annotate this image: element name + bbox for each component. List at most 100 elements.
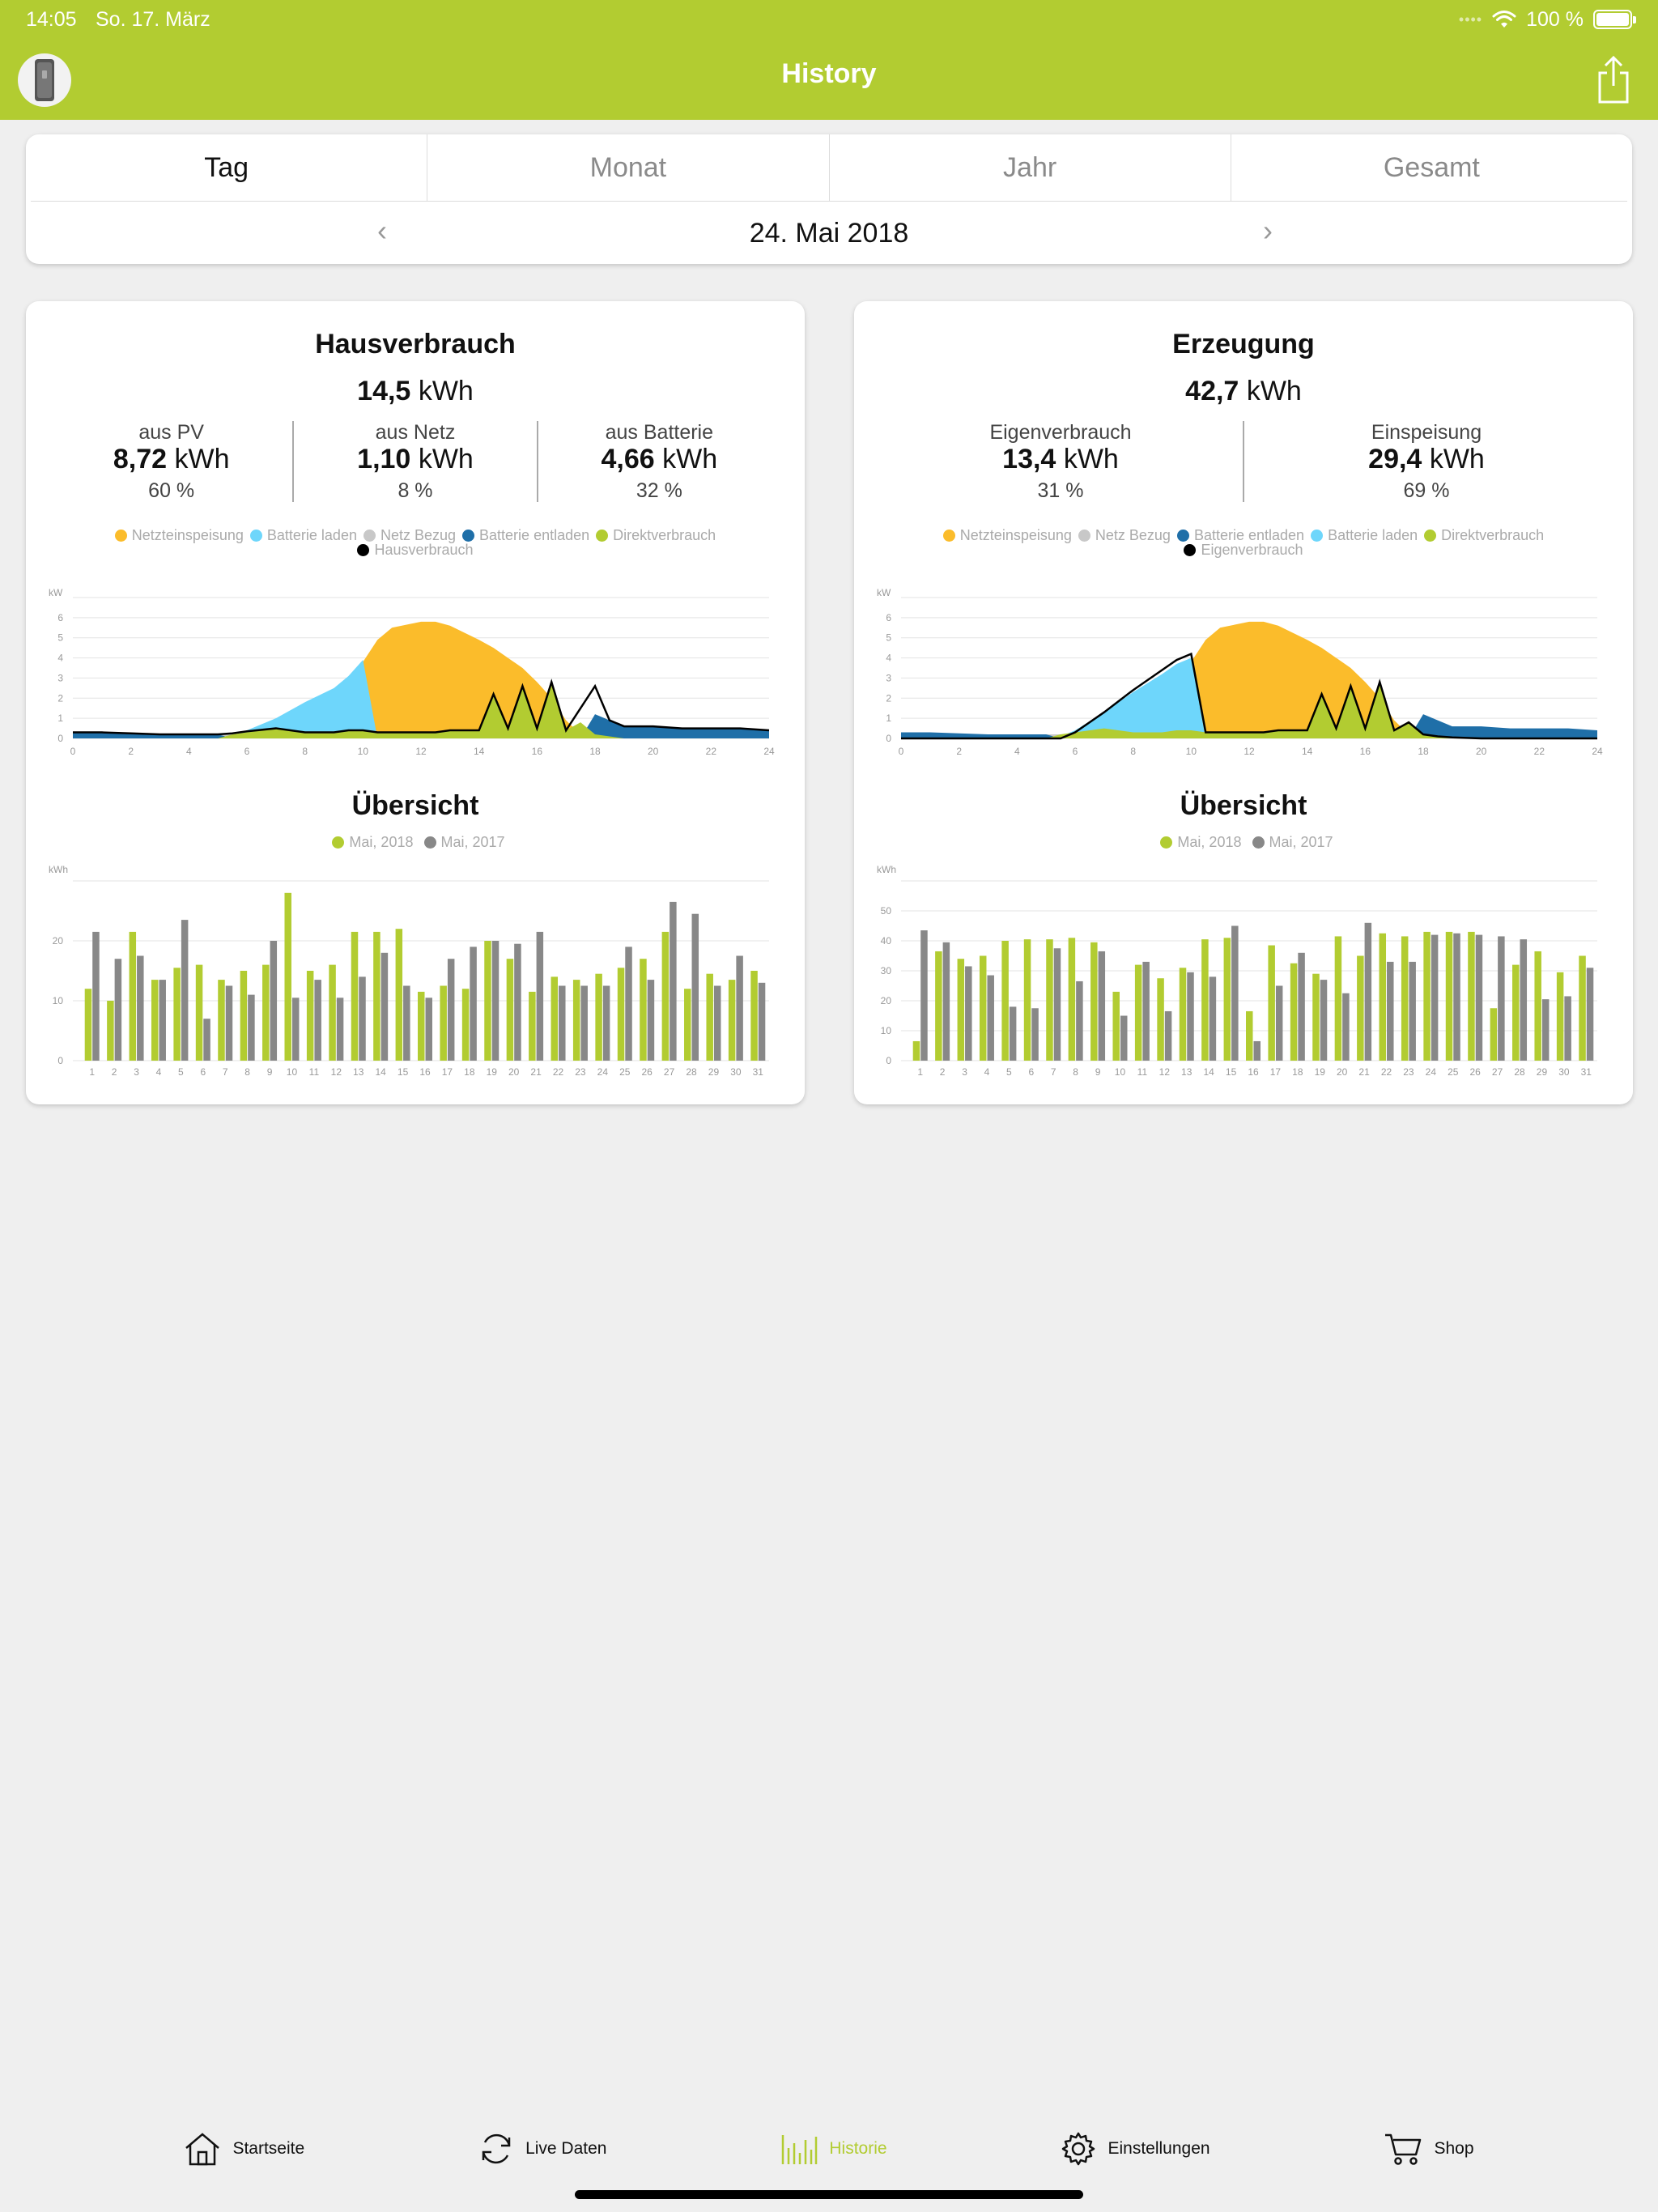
legend-dot [1078, 530, 1090, 542]
stat-label: aus Netz [375, 421, 456, 444]
legend-item[interactable]: Direktverbrauch [1424, 528, 1544, 542]
series-area-netzteinspeisung [901, 621, 1597, 738]
stat-percent: 31 % [1037, 479, 1084, 502]
stat-percent: 60 % [148, 479, 195, 502]
bar-2018 [195, 964, 203, 1061]
legend-label: Mai, 2017 [1269, 834, 1333, 850]
bar-2017 [559, 985, 566, 1061]
bar-2018 [240, 971, 248, 1061]
x-tick-label: 20 [648, 746, 659, 757]
legend-item[interactable]: Netz Bezug [363, 528, 456, 542]
bar-2017 [359, 976, 366, 1061]
overview-title: Übersicht [1180, 790, 1307, 821]
card-total: 42,7 kWh [854, 376, 1633, 407]
x-tick-label: 10 [1115, 1066, 1126, 1078]
x-tick-label: 10 [287, 1066, 298, 1078]
legend-dot [357, 544, 370, 556]
x-tick-label: 21 [530, 1066, 542, 1078]
home-icon [185, 2133, 220, 2166]
legend-item[interactable]: Netzteinspeisung [114, 528, 244, 542]
bar-2018 [1179, 968, 1187, 1061]
y-tick-label: 1 [886, 713, 891, 724]
bar-2017 [1475, 934, 1483, 1061]
tab-startseite[interactable]: Startseite [184, 2132, 304, 2166]
y-axis-unit: kW [877, 587, 891, 598]
bar-2017 [625, 946, 632, 1061]
stat-value: 8,72 [113, 444, 168, 474]
legend-dot [942, 530, 955, 542]
bar-2018 [1023, 939, 1031, 1061]
tab-shop[interactable]: Shop [1384, 2132, 1474, 2166]
tab-live-daten[interactable]: Live Daten [478, 2131, 606, 2167]
y-tick-label: 30 [881, 965, 892, 976]
bar-2018 [1223, 938, 1231, 1061]
overview-title: Übersicht [351, 790, 479, 821]
legend-item[interactable]: Hausverbrauch [357, 542, 474, 557]
x-tick-label: 11 [309, 1066, 320, 1078]
divider [31, 201, 1627, 202]
total-value: 14,5 [357, 376, 411, 406]
x-tick-label: 31 [1581, 1066, 1592, 1078]
tab-einstellungen[interactable]: Einstellungen [1061, 2131, 1210, 2167]
bar-2017 [713, 985, 721, 1061]
legend-item[interactable]: Batterie laden [249, 528, 357, 542]
x-tick-label: 30 [730, 1066, 742, 1078]
bar-2018 [617, 968, 625, 1061]
legend-item[interactable]: Batterie entladen [1176, 528, 1304, 542]
legend-item[interactable]: Batterie entladen [462, 528, 589, 542]
legend-item[interactable]: Eigenverbrauch [1184, 542, 1303, 557]
bar-2018 [506, 959, 514, 1061]
status-indicators: •••• 100 % [1458, 6, 1636, 32]
x-tick-label: 29 [1537, 1066, 1548, 1078]
x-tick-label: 18 [464, 1066, 475, 1078]
bottom-tab-bar: Startseite Live Daten Historie Einstellu… [0, 2108, 1658, 2189]
navigation-bar: 14:05 So. 17. März •••• 100 % History [0, 0, 1658, 120]
stat-unit: kWh [174, 444, 230, 474]
stat-unit: kWh [662, 444, 718, 474]
legend-label: Netz Bezug [380, 527, 457, 543]
legend-dot [1311, 530, 1324, 542]
tab-gesamt[interactable]: Gesamt [1230, 134, 1632, 201]
stat-label: Einspeisung [1371, 421, 1482, 444]
stats-row: Eigenverbrauch 13,4 kWh 31 % Einspeisung… [878, 421, 1609, 502]
legend-item[interactable]: Batterie laden [1311, 528, 1418, 542]
bar-2017 [1209, 976, 1217, 1061]
x-tick-label: 27 [1492, 1066, 1503, 1078]
bar-2018 [173, 968, 181, 1061]
bar-2018 [395, 929, 403, 1061]
x-tick-label: 8 [302, 746, 308, 757]
tab-tag[interactable]: Tag [204, 151, 249, 183]
x-tick-label: 7 [223, 1066, 228, 1078]
previous-day-chevron-icon[interactable]: ‹ [377, 214, 387, 247]
x-tick-label: 16 [1248, 1066, 1259, 1078]
x-tick-label: 24 [597, 1066, 609, 1078]
stat-percent: 8 % [397, 479, 433, 502]
x-tick-label: 17 [442, 1066, 453, 1078]
legend-item[interactable]: Netzteinspeisung [942, 528, 1072, 542]
bar-2018 [1534, 951, 1541, 1061]
device-avatar[interactable] [18, 53, 71, 107]
x-tick-label: 24 [1592, 746, 1603, 757]
tab-historie[interactable]: Historie [780, 2132, 887, 2166]
bar-2017 [580, 985, 588, 1061]
period-tabs: Tag Monat Jahr Gesamt [26, 134, 1632, 201]
x-tick-label: 27 [664, 1066, 675, 1078]
y-tick-label: 0 [57, 1055, 63, 1066]
x-tick-label: 14 [1203, 1066, 1214, 1078]
next-day-chevron-icon[interactable]: › [1263, 214, 1273, 247]
legend-item[interactable]: Direktverbrauch [596, 528, 716, 542]
bar-2018 [572, 980, 580, 1061]
x-tick-label: 14 [375, 1066, 386, 1078]
legend-item[interactable]: Netz Bezug [1078, 528, 1171, 542]
signal-icon: •••• [1458, 11, 1483, 28]
share-icon[interactable] [1593, 55, 1634, 105]
x-tick-label: 28 [686, 1066, 697, 1078]
tab-jahr[interactable]: Jahr [828, 134, 1231, 201]
bar-2018 [129, 931, 137, 1061]
gear-icon [1062, 2132, 1095, 2166]
tab-monat[interactable]: Monat [427, 134, 828, 201]
y-tick-label: 0 [886, 1055, 891, 1066]
x-tick-label: 18 [589, 746, 601, 757]
